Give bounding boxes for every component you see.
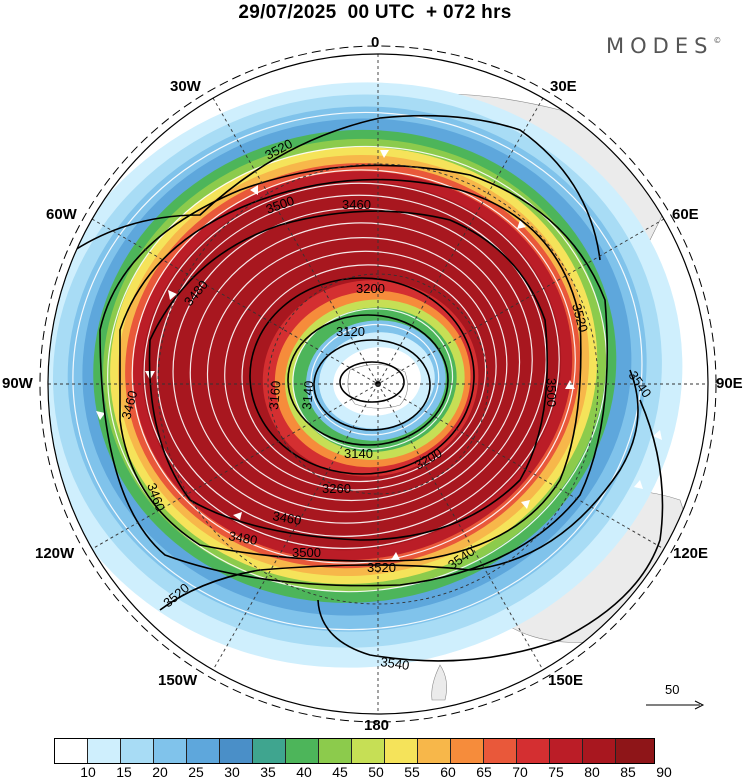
contour-label: 3140: [299, 380, 316, 410]
contour-label: 3500: [544, 378, 559, 407]
colorbar-swatch: [484, 739, 517, 763]
colorbar-swatch: [220, 739, 253, 763]
colorbar-tick-label: 10: [80, 764, 96, 780]
reference-vector-value: 50: [665, 682, 680, 697]
lon-label-60e: 60E: [672, 206, 699, 223]
map-title: 29/07/2025 00 UTC + 072 hrs: [238, 2, 512, 23]
reference-vector-arrow: [646, 700, 705, 710]
colorbar-swatch: [583, 739, 616, 763]
colorbar-tick-label: 70: [512, 764, 528, 780]
colorbar-tick-label: 50: [368, 764, 384, 780]
colorbar-swatch: [352, 739, 385, 763]
lon-label-120w: 120W: [35, 545, 75, 562]
colorbar-swatch: [550, 739, 583, 763]
colorbar-swatch: [55, 739, 88, 763]
contour-label: 3520: [367, 560, 396, 575]
contour-label: 3120: [336, 324, 365, 339]
colorbar-swatch: [121, 739, 154, 763]
colorbar-swatch: [616, 739, 654, 763]
wind-speed-shading: [48, 82, 683, 668]
lon-label-30w: 30W: [170, 78, 201, 95]
lon-label-150w: 150W: [158, 672, 198, 689]
colorbar-tick-label: 85: [620, 764, 636, 780]
colorbar-tick-label: 15: [116, 764, 132, 780]
colorbar-tick-label: 35: [260, 764, 276, 780]
lon-label-30e: 30E: [550, 78, 577, 95]
lon-label-90w: 90W: [2, 375, 33, 392]
contour-label: 3460: [342, 197, 371, 212]
contour-label: 3160: [266, 380, 283, 410]
colorbar-swatch: [319, 739, 352, 763]
contour-label: 3540: [380, 654, 411, 673]
contour-label: 3480: [227, 528, 258, 548]
lon-label-90e: 90E: [716, 375, 743, 392]
copyright-mark: ©: [713, 36, 722, 45]
colorbar-tick-label: 40: [296, 764, 312, 780]
colorbar-tick-label: 60: [440, 764, 456, 780]
colorbar-tick-label: 25: [188, 764, 204, 780]
lon-label-180: 180: [364, 717, 390, 734]
contour-label: 3140: [344, 446, 373, 461]
lon-label-120e: 120E: [673, 545, 709, 562]
colorbar-tick-label: 80: [584, 764, 600, 780]
colorbar-swatch: [187, 739, 220, 763]
map-rim: [47, 53, 709, 715]
colorbar-tick-label: 30: [224, 764, 240, 780]
map-disc: [48, 54, 708, 714]
colorbar-tick-label: 65: [476, 764, 492, 780]
contour-label: 3520: [569, 302, 591, 334]
colorbar-tick-label: 90: [656, 764, 672, 780]
land-new-zealand: [431, 664, 447, 701]
colorbar-swatch: [88, 739, 121, 763]
colorbar-swatch: [385, 739, 418, 763]
colorbar-tick-label: 20: [152, 764, 168, 780]
colorbar-ticks: 10 15 20 25 30 35 40 45 50 55 60 65 70 75 80 85 90: [54, 764, 704, 782]
colorbar-tick-label: 45: [332, 764, 348, 780]
lon-label-150e: 150E: [548, 672, 584, 689]
contour-label: 3460: [271, 508, 302, 528]
brand-text: MODES: [606, 34, 714, 58]
contour-label: 3200: [356, 281, 385, 296]
colorbar-swatch: [286, 739, 319, 763]
lon-label-60w: 60W: [46, 206, 77, 223]
height-contours: [74, 114, 664, 662]
colorbar-swatch: [451, 739, 484, 763]
colorbar-tick-label: 75: [548, 764, 564, 780]
lon-label-0: 0: [371, 34, 380, 51]
modes-logo: MODES©: [606, 34, 721, 58]
colorbar-swatch: [253, 739, 286, 763]
contour-label: 3460: [118, 389, 140, 421]
colorbar: [54, 738, 655, 764]
colorbar-swatch: [154, 739, 187, 763]
colorbar-swatch: [517, 739, 550, 763]
colorbar-swatch: [418, 739, 451, 763]
colorbar-tick-label: 55: [404, 764, 420, 780]
streamline-arrows: [96, 150, 662, 560]
contour-label: 3500: [292, 545, 321, 560]
contour-label: 3260: [322, 481, 351, 496]
graticule: [48, 54, 708, 714]
